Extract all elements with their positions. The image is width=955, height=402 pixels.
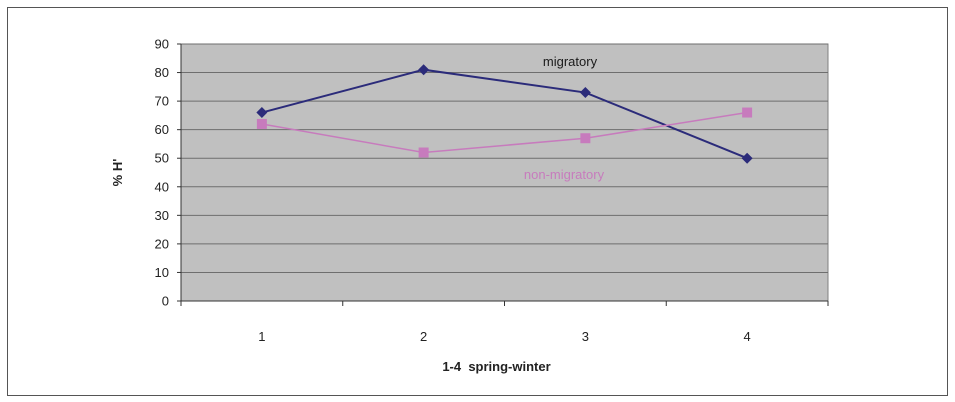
series-line bbox=[261, 111, 748, 154]
plot-area bbox=[180, 43, 829, 302]
data-point bbox=[418, 64, 430, 76]
x-tick-label: 4 bbox=[744, 329, 751, 344]
y-tick-label: 30 bbox=[155, 208, 169, 223]
x-tick-label: 2 bbox=[420, 329, 427, 344]
y-tick-label: 20 bbox=[155, 236, 169, 251]
y-tick-label: 50 bbox=[155, 151, 169, 166]
data-point bbox=[579, 87, 591, 99]
series-non-migratory: non-migratory bbox=[256, 107, 753, 182]
data-point bbox=[418, 147, 429, 158]
x-tick-label: 3 bbox=[582, 329, 589, 344]
y-axis-label: % H' bbox=[110, 159, 125, 187]
x-axis-label: 1-4 spring-winter bbox=[442, 359, 550, 374]
y-tick-label: 0 bbox=[162, 294, 169, 309]
y-tick-label: 90 bbox=[155, 37, 169, 52]
series-label: non-migratory bbox=[524, 167, 605, 182]
y-tick-label: 60 bbox=[155, 122, 169, 137]
gridlines bbox=[181, 43, 828, 273]
y-tick-label: 10 bbox=[155, 265, 169, 280]
line-chart: 0 10 20 30 40 50 60 70 80 90 1 2 3 4 migratory non-mi… bbox=[110, 37, 829, 374]
y-tick-label: 80 bbox=[155, 65, 169, 80]
chart-frame: 0 10 20 30 40 50 60 70 80 90 1 2 3 4 migratory non-mi… bbox=[7, 7, 948, 396]
series-group: migratory non-migratory bbox=[256, 54, 753, 182]
series-label: migratory bbox=[543, 54, 598, 69]
axes bbox=[180, 44, 829, 306]
data-point bbox=[741, 152, 753, 164]
x-tick-labels: 1 2 3 4 bbox=[258, 329, 750, 344]
data-point bbox=[256, 118, 267, 129]
data-point bbox=[256, 107, 268, 119]
y-tick-labels: 0 10 20 30 40 50 60 70 80 90 bbox=[155, 37, 181, 309]
x-tick-label: 1 bbox=[258, 329, 265, 344]
y-tick-label: 40 bbox=[155, 179, 169, 194]
data-point bbox=[580, 133, 591, 144]
y-tick-label: 70 bbox=[155, 94, 169, 109]
data-point bbox=[742, 107, 753, 118]
